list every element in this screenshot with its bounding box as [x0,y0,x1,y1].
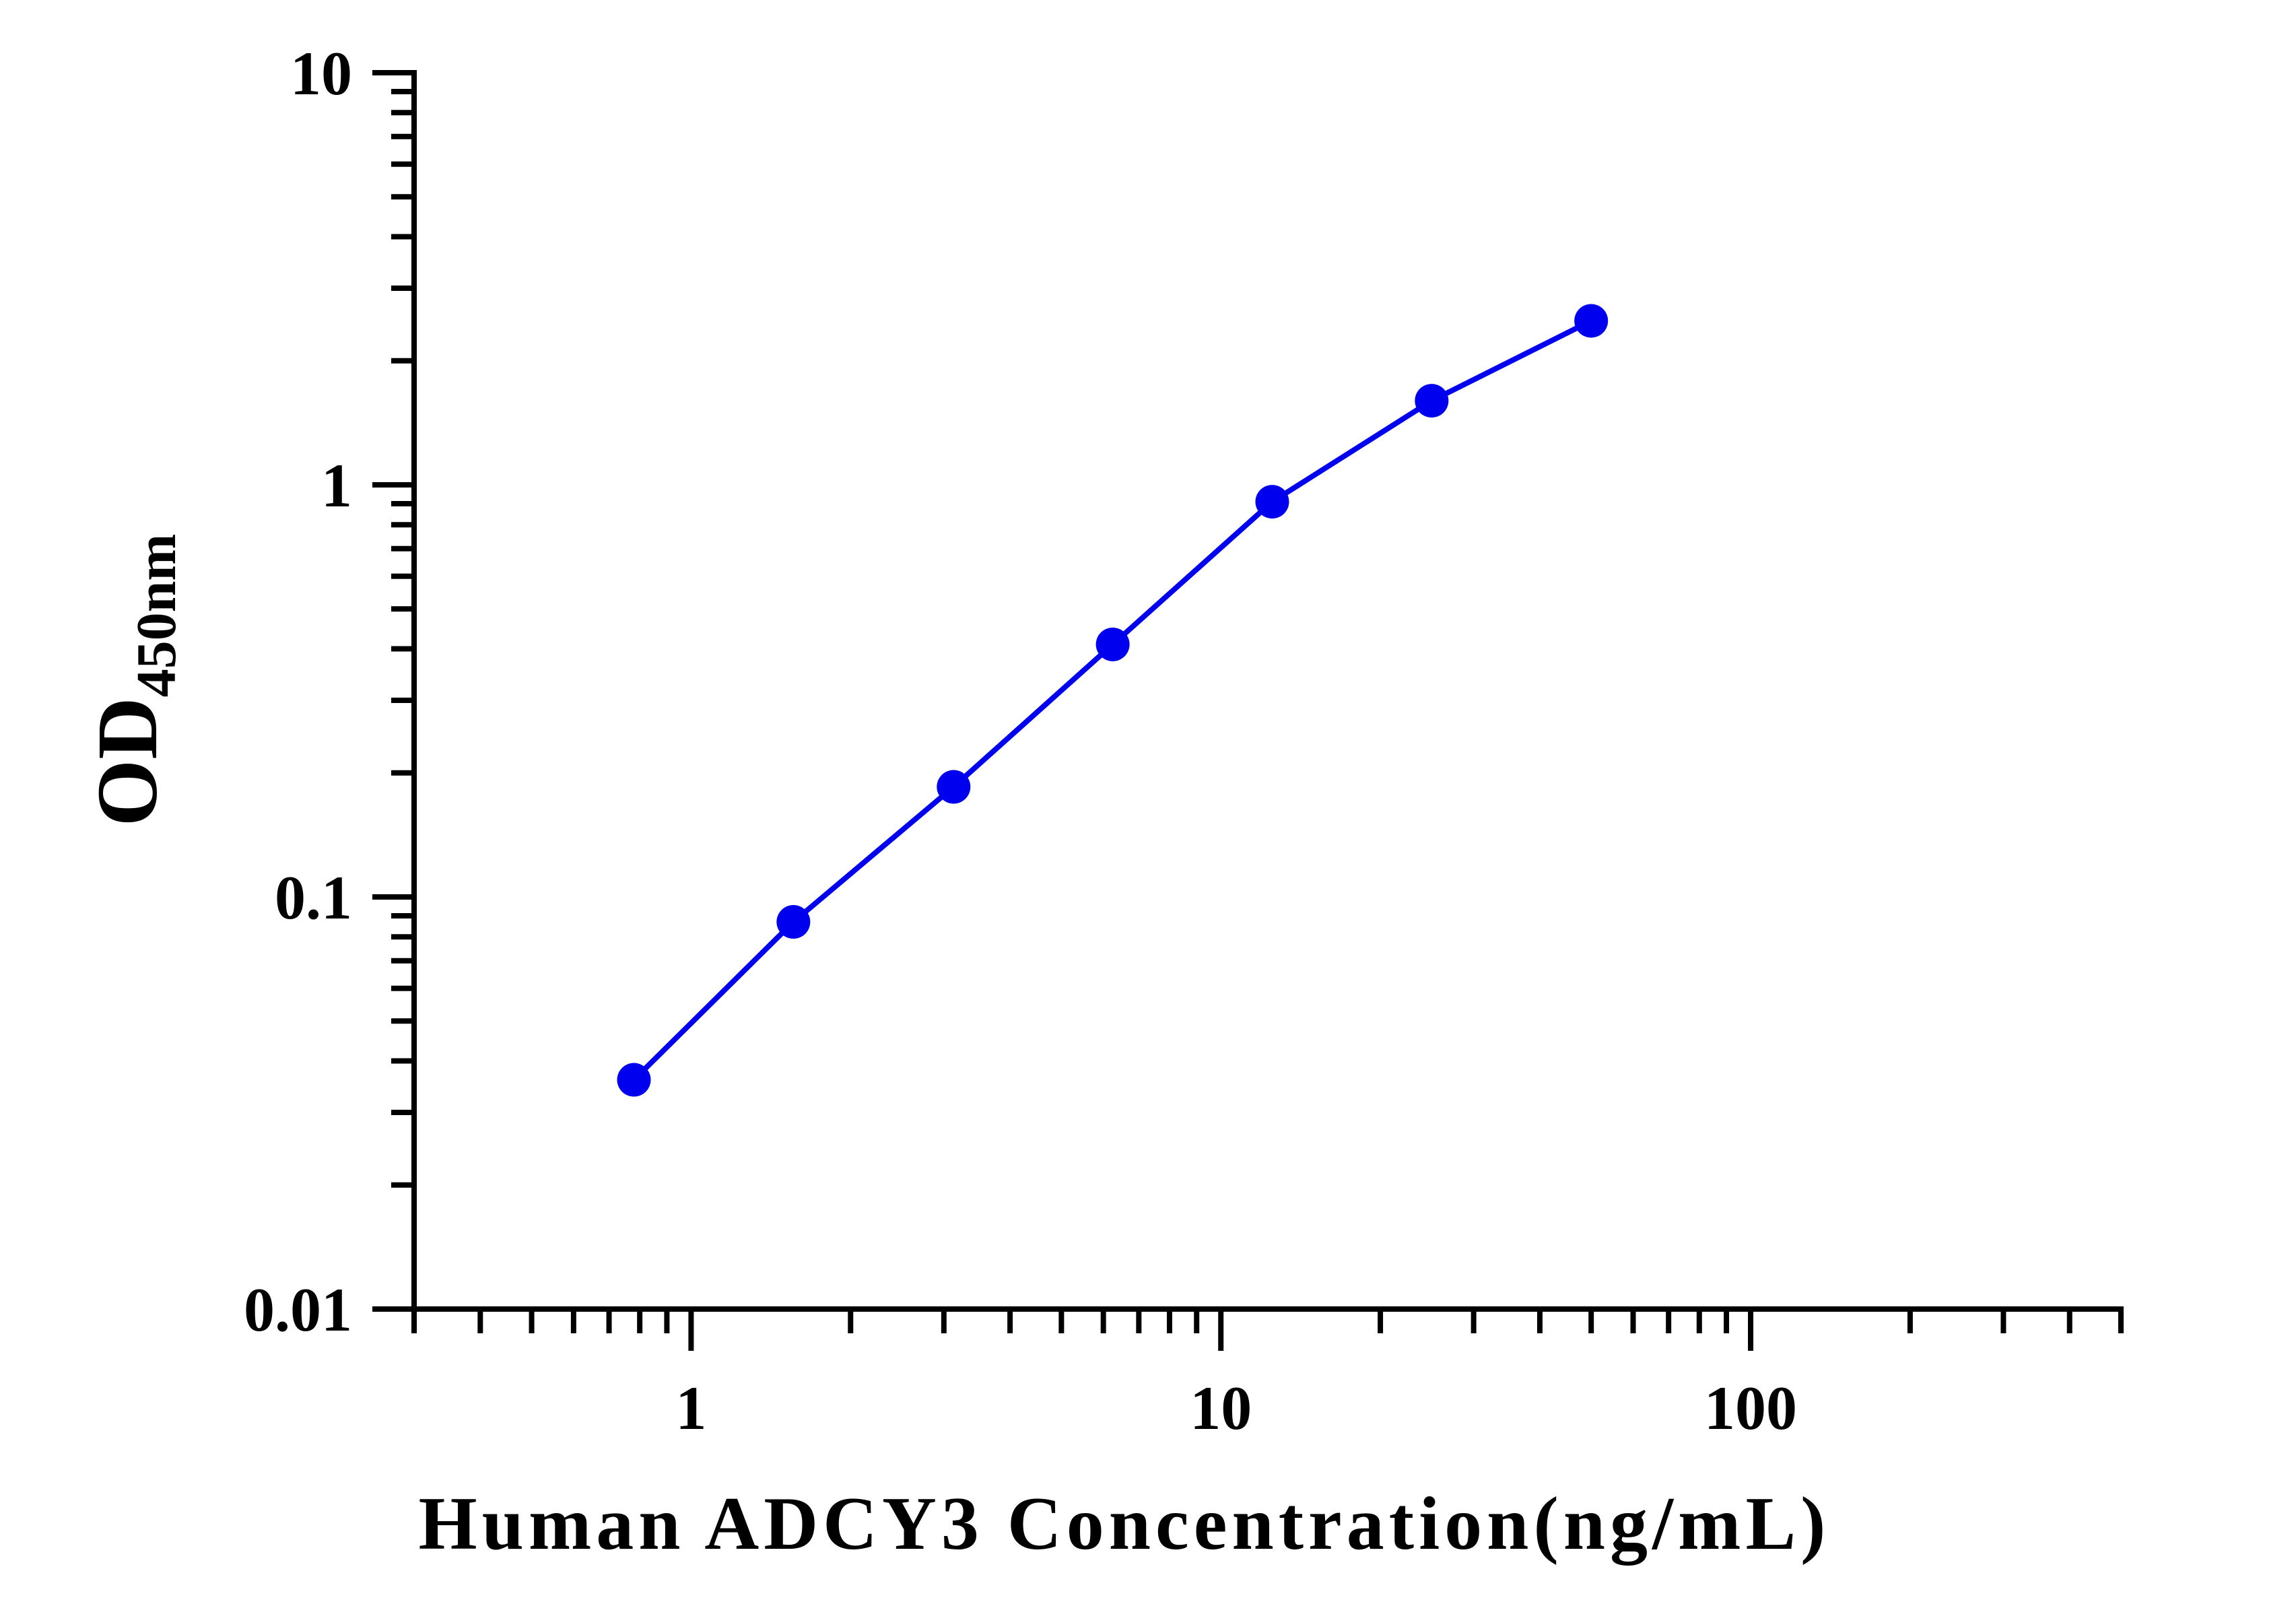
y-tick-label: 0.01 [244,1275,352,1344]
x-axis-title: Human ADCY3 Concentration(ng/mL) [419,1482,1831,1566]
x-axis: 1 10 100 [411,1306,2124,1442]
data-point [1255,485,1289,519]
x-tick-label: 10 [1190,1374,1252,1442]
data-point [1095,627,1130,661]
x-tick-label: 1 [675,1374,706,1442]
y-axis-title-main: OD [79,697,175,826]
data-point [1415,384,1449,418]
data-point [1574,304,1609,338]
y-tick-label: 10 [290,39,352,108]
data-point [937,770,971,804]
y-tick-label: 0.1 [275,863,352,932]
series-line [631,318,1594,1083]
series-layer [617,304,1609,1097]
data-point [776,905,811,939]
x-tick-label: 100 [1704,1374,1797,1442]
y-axis-title: OD450nm [79,534,188,827]
y-axis: 0.01 0.1 1 10 [244,39,417,1344]
data-point [617,1063,651,1097]
y-axis-title-subscript: 450nm [125,534,188,698]
y-tick-label: 1 [321,451,352,520]
